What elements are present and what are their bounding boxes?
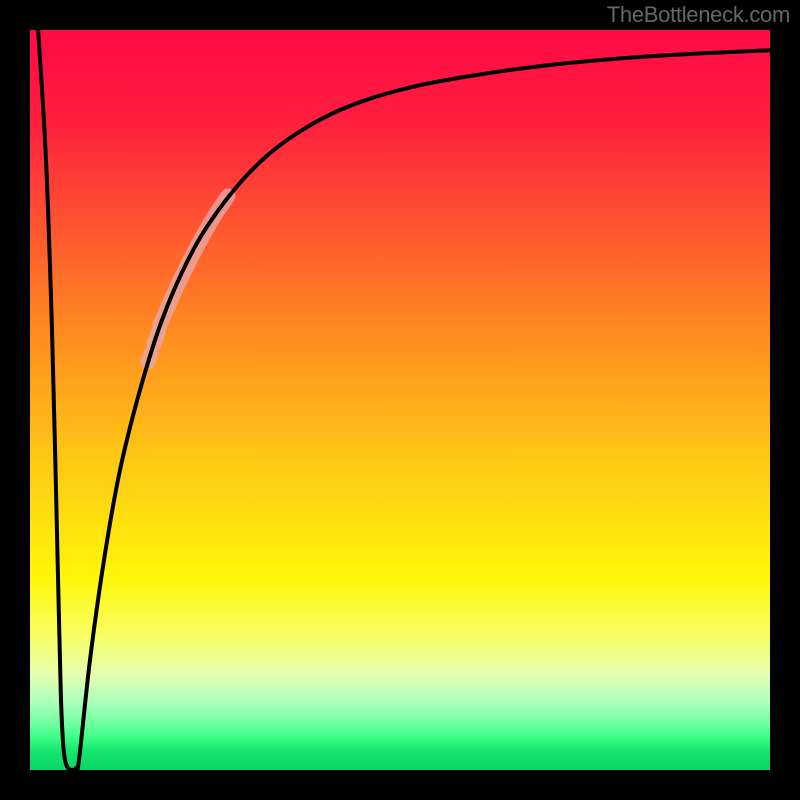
frame-right — [770, 0, 800, 800]
gradient-background — [30, 30, 770, 770]
bottleneck-chart — [0, 0, 800, 800]
frame-bottom — [0, 770, 800, 800]
frame-left — [0, 0, 30, 800]
chart-container: TheBottleneck.com — [0, 0, 800, 800]
attribution-text: TheBottleneck.com — [607, 2, 790, 28]
